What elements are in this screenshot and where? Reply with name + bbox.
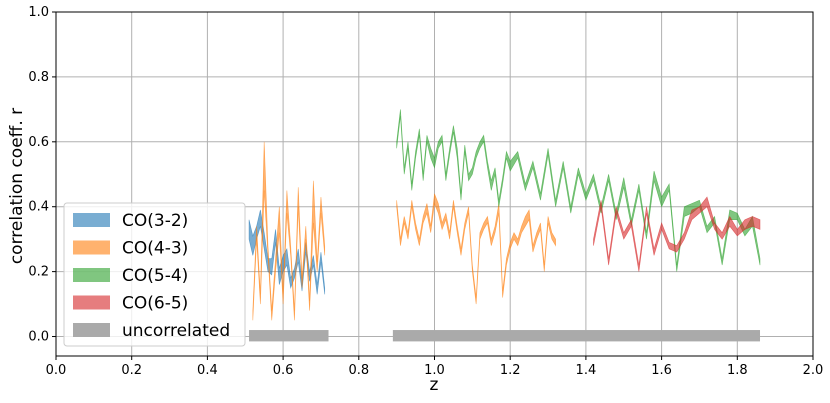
y-tick-label: 0.4 bbox=[28, 200, 49, 215]
series-band-co-6-5 bbox=[593, 196, 761, 272]
legend-swatch-co-3-2 bbox=[73, 213, 110, 227]
series-band-uncorrelated bbox=[249, 330, 329, 342]
series-band-co-3-2 bbox=[248, 209, 326, 295]
y-tick-label: 0.6 bbox=[28, 135, 49, 150]
y-tick-label: 1.0 bbox=[28, 5, 49, 20]
series-band-co-4-3 bbox=[252, 141, 326, 321]
legend-label-uncorrelated: uncorrelated bbox=[122, 321, 230, 341]
y-axis-ticks: 0.0 0.2 0.4 0.6 0.8 1.0 bbox=[28, 5, 56, 345]
x-tick-label: 0.6 bbox=[273, 363, 294, 378]
x-tick-label: 1.2 bbox=[500, 363, 521, 378]
y-tick-label: 0.8 bbox=[28, 70, 49, 85]
legend-swatch-co-4-3 bbox=[73, 240, 110, 255]
x-tick-label: 1.0 bbox=[424, 363, 445, 378]
x-tick-label: 1.6 bbox=[651, 363, 672, 378]
legend-swatch-co-5-4 bbox=[73, 268, 110, 282]
x-tick-label: 1.4 bbox=[576, 363, 597, 378]
y-tick-label: 0.0 bbox=[28, 330, 49, 345]
x-tick-label: 0.0 bbox=[46, 363, 67, 378]
y-axis-label: correlation coeff. r bbox=[7, 108, 27, 264]
legend-label-co-5-4: CO(5-4) bbox=[122, 266, 188, 286]
legend-label-co-6-5: CO(6-5) bbox=[122, 294, 188, 314]
legend-swatch-uncorrelated bbox=[73, 323, 110, 337]
x-axis-ticks: 0.0 0.2 0.4 0.6 0.8 1.0 1.2 1.4 1.6 1.8 2.0 bbox=[46, 356, 824, 378]
series-band-co-4-3 bbox=[396, 193, 556, 305]
legend-label-co-4-3: CO(4-3) bbox=[122, 239, 188, 259]
x-tick-label: 0.4 bbox=[197, 363, 218, 378]
x-tick-label: 0.2 bbox=[121, 363, 142, 378]
x-axis-label: z bbox=[430, 375, 439, 395]
x-tick-label: 1.8 bbox=[727, 363, 748, 378]
x-tick-label: 2.0 bbox=[803, 363, 824, 378]
legend: CO(3-2) CO(4-3) CO(5-4) CO(6-5) uncorrelated bbox=[63, 202, 246, 347]
legend-label-co-3-2: CO(3-2) bbox=[122, 211, 188, 231]
series-band-uncorrelated bbox=[392, 330, 761, 342]
x-tick-label: 0.8 bbox=[348, 363, 369, 378]
y-tick-label: 0.2 bbox=[28, 265, 49, 280]
legend-frame bbox=[63, 202, 246, 347]
legend-swatch-co-6-5 bbox=[73, 295, 110, 310]
series-band-co-5-4 bbox=[396, 109, 761, 272]
series-layer bbox=[248, 109, 761, 342]
